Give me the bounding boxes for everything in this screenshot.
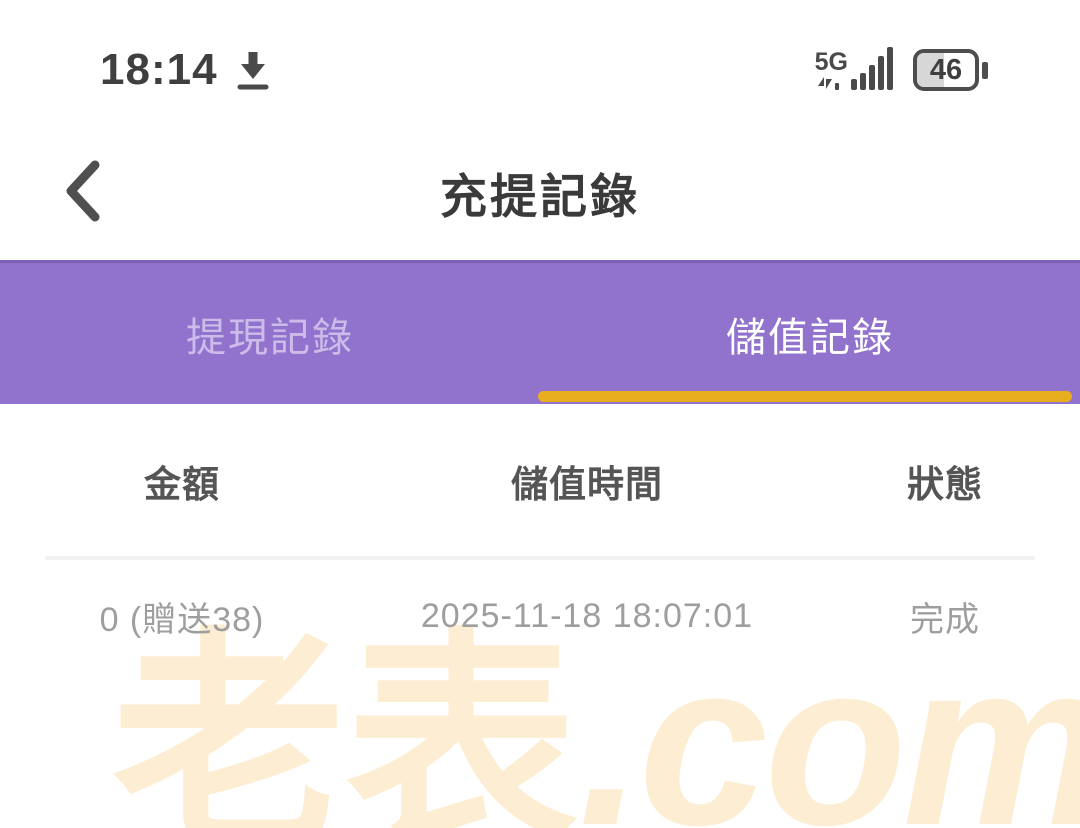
column-header-status: 狀態 <box>906 464 983 505</box>
battery-fill-level <box>917 53 944 87</box>
table-row: 0 (贈送38) 2025-11-18 18:07:01 完成 <box>0 592 1080 641</box>
signal-bars-icon <box>851 46 893 95</box>
tab-bar: 提現記錄 儲值記錄 <box>0 260 1080 404</box>
download-icon <box>234 49 272 95</box>
signal-icon: 5G <box>815 46 893 95</box>
battery-icon: 46 <box>913 49 988 91</box>
active-tab-indicator <box>538 391 1072 402</box>
records-table: 金額 儲值時間 狀態 0 (贈送38) 2025-11-18 18:07:01 … <box>0 454 1080 641</box>
status-bar: 18:14 5G <box>0 40 1080 100</box>
column-header-amount: 金額 <box>143 464 220 505</box>
page-title: 充提記錄 <box>440 169 640 223</box>
chevron-left-icon <box>61 159 105 226</box>
header-divider <box>45 556 1035 560</box>
status-left: 18:14 <box>100 45 272 95</box>
tab-deposit-records-label: 儲值記錄 <box>726 315 894 360</box>
battery-nub <box>982 61 988 79</box>
status-time: 18:14 <box>100 45 218 94</box>
tab-withdrawal-records-label: 提現記錄 <box>186 315 354 360</box>
battery-body: 46 <box>913 49 979 91</box>
nav-bar: 充提記錄 <box>0 152 1080 232</box>
network-type-label: 5G <box>814 47 848 76</box>
status-right: 5G <box>815 46 988 95</box>
battery-percent-label: 46 <box>929 53 963 86</box>
cell-status: 完成 <box>909 601 980 639</box>
watermark: 老表.com <box>112 628 1080 828</box>
back-button[interactable] <box>48 152 118 232</box>
network-type: 5G <box>814 47 848 95</box>
screen: 18:14 5G <box>0 40 1080 828</box>
cell-amount: 0 (贈送38) <box>99 601 265 639</box>
watermark-latin-text: .com <box>578 614 1080 828</box>
table-header-row: 金額 儲值時間 狀態 <box>0 454 1080 508</box>
watermark-cjk-text: 老表 <box>112 614 579 828</box>
tab-deposit-records[interactable]: 儲值記錄 <box>538 263 1080 404</box>
column-header-deposit-time: 儲值時間 <box>510 464 663 505</box>
cell-deposit-time: 2025-11-18 18:07:01 <box>420 597 754 635</box>
tab-withdrawal-records[interactable]: 提現記錄 <box>0 263 540 404</box>
data-arrows-icon <box>817 75 845 95</box>
